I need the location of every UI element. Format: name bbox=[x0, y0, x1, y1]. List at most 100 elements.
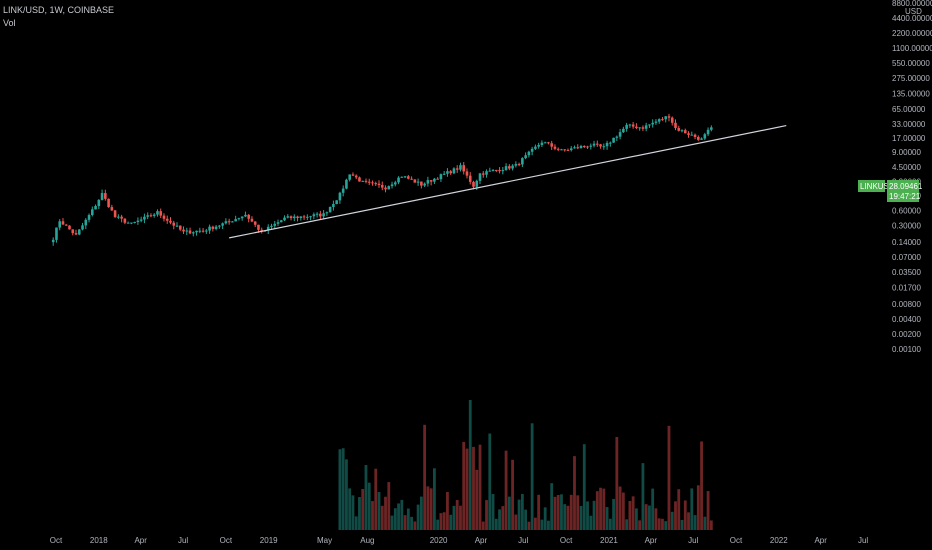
candle-body bbox=[380, 185, 384, 188]
volume-bar bbox=[537, 494, 541, 530]
volume-bar bbox=[589, 515, 593, 530]
volume-bar bbox=[670, 511, 674, 530]
candle-body bbox=[550, 143, 553, 147]
candle-body bbox=[286, 216, 290, 218]
volume-bar bbox=[465, 448, 469, 530]
candle-body bbox=[625, 124, 628, 129]
candle-body bbox=[293, 216, 296, 219]
candle-body bbox=[312, 214, 316, 217]
candle-body bbox=[566, 149, 570, 151]
volume-bar bbox=[485, 500, 488, 530]
candle-body bbox=[651, 122, 654, 125]
candle-body bbox=[553, 146, 557, 149]
candle-body bbox=[465, 171, 469, 176]
candle-body bbox=[244, 214, 247, 217]
volume-bar bbox=[612, 498, 615, 530]
volume-bar bbox=[374, 468, 378, 530]
volume-bar bbox=[351, 495, 355, 530]
candle-body bbox=[592, 143, 596, 146]
volume-bar bbox=[371, 501, 374, 530]
candle-body bbox=[224, 221, 228, 224]
candle-body bbox=[315, 213, 319, 215]
price-tick-label: 8800.00000 bbox=[892, 0, 932, 8]
candle-body bbox=[615, 136, 619, 138]
candle-body bbox=[332, 204, 335, 207]
candle-body bbox=[296, 216, 299, 219]
price-tick-label: 0.30000 bbox=[892, 222, 921, 231]
candle-body bbox=[130, 222, 133, 224]
candle-body bbox=[172, 222, 176, 226]
candle-body bbox=[84, 219, 88, 226]
candle-body bbox=[211, 226, 215, 229]
candle-body bbox=[100, 193, 104, 200]
candle-body bbox=[309, 216, 312, 218]
time-tick-label: Apr bbox=[134, 536, 147, 545]
candle-body bbox=[537, 144, 540, 147]
trendline[interactable] bbox=[229, 125, 787, 239]
candle-body bbox=[120, 216, 123, 219]
candle-body bbox=[91, 209, 94, 216]
candle-body bbox=[136, 220, 140, 223]
candle-body bbox=[107, 198, 110, 208]
volume-bar bbox=[403, 515, 407, 530]
candle-body bbox=[221, 223, 224, 226]
candle-body bbox=[394, 182, 397, 185]
candle-body bbox=[175, 225, 179, 227]
candle-body bbox=[521, 158, 524, 165]
candle-body bbox=[547, 142, 550, 144]
volume-bar bbox=[654, 508, 658, 530]
candle-body bbox=[335, 200, 338, 205]
candle-body bbox=[341, 188, 345, 193]
candle-body bbox=[439, 174, 443, 180]
candle-body bbox=[703, 134, 707, 139]
candle-body bbox=[198, 230, 202, 232]
volume-bar bbox=[690, 488, 694, 530]
price-axis: 8800.00000 4400.00000 2200.00000 1100.00000… bbox=[892, 0, 932, 354]
candle-body bbox=[403, 176, 407, 178]
candle-body bbox=[631, 124, 635, 127]
candle-body bbox=[680, 130, 684, 132]
volume-bar bbox=[618, 486, 622, 530]
price-tick-label: 135.00000 bbox=[892, 89, 930, 98]
volume-bar bbox=[504, 450, 508, 530]
candle-body bbox=[218, 225, 221, 227]
price-tick-label: 0.07000 bbox=[892, 253, 921, 262]
candle-body bbox=[358, 177, 361, 182]
candle-body bbox=[322, 213, 325, 217]
price-tick-label: 4400.00000 bbox=[892, 14, 932, 23]
time-tick-label: Apr bbox=[814, 536, 827, 545]
volume-bar bbox=[706, 491, 710, 530]
volume-bar bbox=[608, 518, 612, 530]
volume-bar bbox=[527, 521, 531, 530]
candle-body bbox=[208, 226, 211, 231]
candle-body bbox=[710, 127, 713, 130]
candle-body bbox=[556, 148, 560, 150]
candle-body bbox=[152, 214, 156, 216]
candle-body bbox=[390, 184, 394, 187]
price-tick-label: 0.03500 bbox=[892, 268, 921, 277]
volume-bar bbox=[709, 520, 713, 530]
candle-body bbox=[397, 177, 400, 183]
candle-body bbox=[501, 170, 505, 172]
candle-body bbox=[449, 171, 452, 174]
candle-body bbox=[87, 215, 91, 220]
time-tick-label: 2022 bbox=[770, 536, 788, 545]
volume-bar bbox=[452, 505, 456, 530]
candle-body bbox=[442, 173, 446, 175]
candle-body bbox=[524, 155, 527, 159]
volume-bar bbox=[674, 501, 677, 530]
candles bbox=[51, 113, 713, 246]
candle-body bbox=[283, 217, 286, 221]
volume-bar bbox=[664, 521, 668, 530]
time-tick-label: 2020 bbox=[430, 536, 448, 545]
volume-bar bbox=[488, 433, 492, 530]
volume-bar bbox=[442, 512, 446, 530]
candle-body bbox=[446, 171, 449, 174]
candle-body bbox=[455, 168, 459, 170]
volume-bar bbox=[455, 499, 459, 530]
candle-body bbox=[110, 207, 114, 211]
candle-body bbox=[504, 166, 508, 171]
volume-bar bbox=[533, 517, 537, 530]
price-unit-label: USD bbox=[905, 7, 922, 16]
